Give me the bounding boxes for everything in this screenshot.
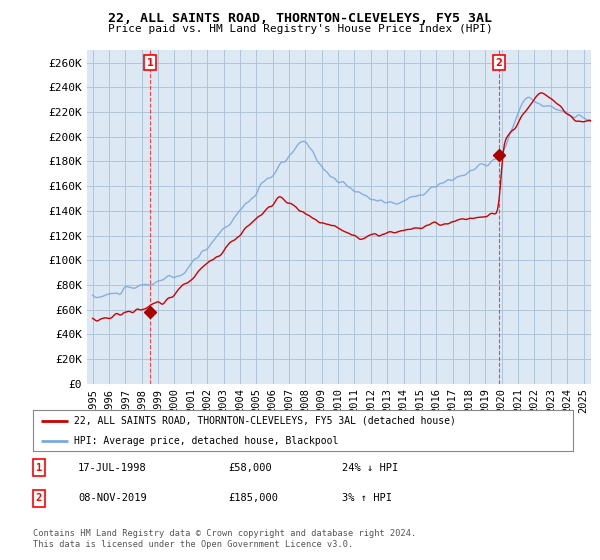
- Text: 24% ↓ HPI: 24% ↓ HPI: [342, 463, 398, 473]
- Text: 2: 2: [496, 58, 502, 68]
- Text: Contains HM Land Registry data © Crown copyright and database right 2024.
This d: Contains HM Land Registry data © Crown c…: [33, 529, 416, 549]
- Text: Price paid vs. HM Land Registry's House Price Index (HPI): Price paid vs. HM Land Registry's House …: [107, 24, 493, 34]
- Text: £185,000: £185,000: [228, 493, 278, 503]
- Text: 1: 1: [146, 58, 153, 68]
- Text: 17-JUL-1998: 17-JUL-1998: [78, 463, 147, 473]
- Text: 08-NOV-2019: 08-NOV-2019: [78, 493, 147, 503]
- Text: 22, ALL SAINTS ROAD, THORNTON-CLEVELEYS, FY5 3AL (detached house): 22, ALL SAINTS ROAD, THORNTON-CLEVELEYS,…: [74, 416, 455, 426]
- Text: £58,000: £58,000: [228, 463, 272, 473]
- Text: 22, ALL SAINTS ROAD, THORNTON-CLEVELEYS, FY5 3AL: 22, ALL SAINTS ROAD, THORNTON-CLEVELEYS,…: [108, 12, 492, 25]
- Text: 3% ↑ HPI: 3% ↑ HPI: [342, 493, 392, 503]
- Text: 1: 1: [36, 463, 42, 473]
- Text: 2: 2: [36, 493, 42, 503]
- Text: HPI: Average price, detached house, Blackpool: HPI: Average price, detached house, Blac…: [74, 436, 338, 446]
